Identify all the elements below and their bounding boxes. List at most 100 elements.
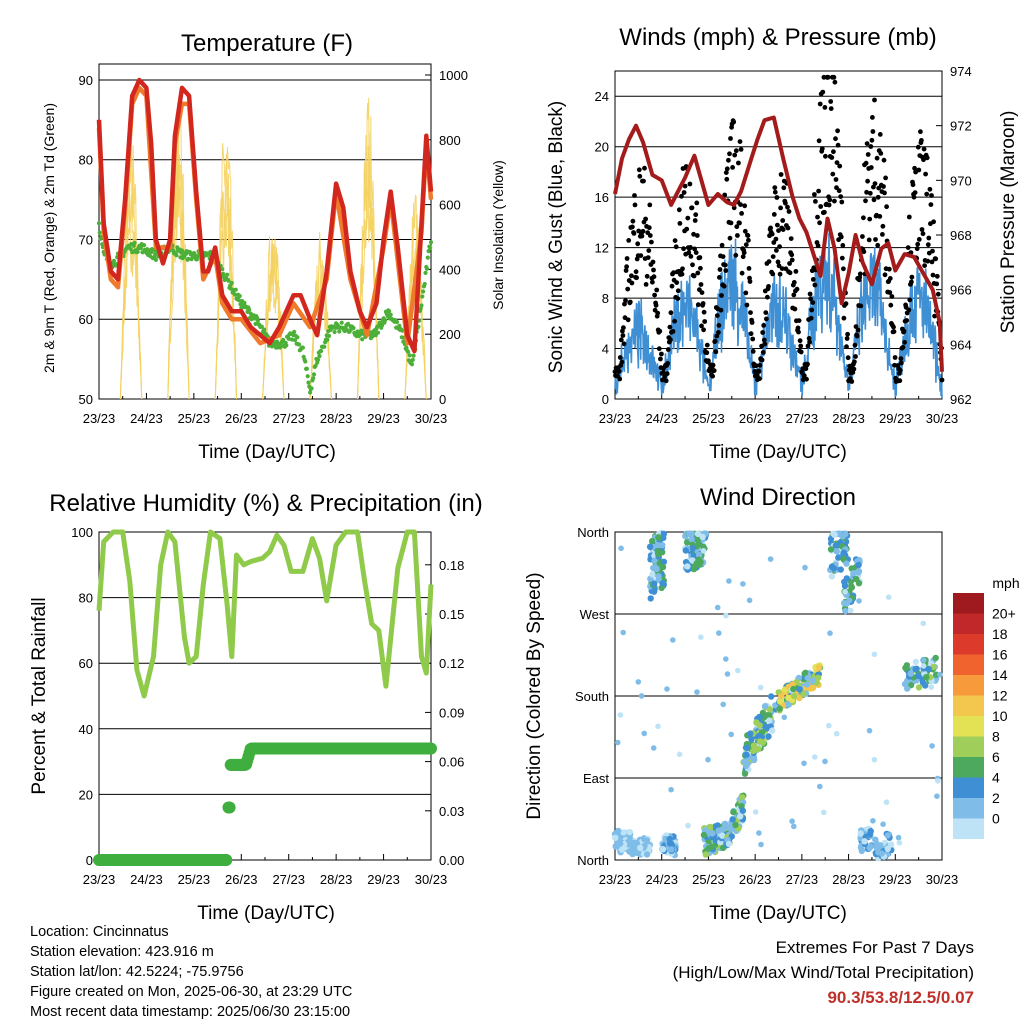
- gust-point: [667, 324, 673, 330]
- gust-point: [924, 155, 930, 161]
- x-tick-label: 25/23: [178, 872, 211, 887]
- gust-point: [746, 266, 752, 271]
- wind-direction-point: [629, 850, 636, 858]
- x-tick-label: 30/23: [926, 411, 959, 426]
- gust-point: [787, 261, 792, 266]
- solar-ylabel: Solar Insolation (Yellow): [490, 160, 506, 310]
- wind-direction-point: [855, 568, 863, 575]
- gust-point: [864, 189, 869, 195]
- wind-direction-point: [817, 783, 823, 790]
- wind-direction-point: [666, 835, 673, 843]
- x-tick-label: 24/23: [645, 872, 678, 887]
- wind-direction-point: [853, 575, 860, 583]
- wind-direction-point: [695, 541, 702, 548]
- gust-point: [861, 249, 867, 255]
- dewpoint-point: [97, 230, 102, 235]
- gust-point: [817, 220, 822, 226]
- gust-point: [907, 297, 913, 303]
- wind-direction-point: [617, 712, 624, 718]
- gust-point: [716, 323, 722, 328]
- gust-point: [801, 373, 807, 379]
- dewpoint-point: [426, 249, 431, 254]
- gust-point: [640, 228, 646, 234]
- x-tick-label: 26/23: [739, 411, 772, 426]
- y-tick-label: 0: [602, 392, 609, 407]
- gust-point: [915, 241, 921, 247]
- gust-point: [662, 374, 667, 380]
- legend-label: 14: [992, 667, 1008, 683]
- humidity-plot: 0 20 40 60 80 100 23/23 24/23 25/23 26/23 27/23 28/…: [71, 525, 464, 887]
- gust-point: [898, 356, 904, 361]
- wind-direction-point: [612, 843, 619, 850]
- wind-direction-point: [781, 714, 788, 721]
- gust-point: [866, 237, 872, 243]
- wind-direction-point: [668, 846, 675, 853]
- dewpoint-point: [225, 272, 230, 277]
- wind-direction-point: [660, 534, 667, 542]
- y2-tick-label: 0.03: [439, 804, 464, 819]
- wind-direction-point: [647, 595, 654, 602]
- wind-direction-point: [920, 657, 927, 663]
- dewpoint-point: [236, 298, 241, 303]
- gust-point: [833, 177, 839, 182]
- gust-point: [617, 355, 623, 360]
- wind-direction-point: [932, 654, 939, 662]
- gust-point: [698, 282, 704, 287]
- gust-point: [865, 152, 871, 157]
- gust-point: [905, 245, 911, 251]
- gust-point: [651, 267, 656, 273]
- gust-point: [775, 222, 780, 228]
- gust-point: [888, 302, 894, 308]
- gust-point: [930, 272, 936, 278]
- wind-direction-point: [822, 758, 828, 765]
- wind-direction-point: [743, 744, 750, 751]
- wind-direction-point: [842, 607, 849, 615]
- x-tick-label: 30/23: [415, 411, 448, 426]
- wind-direction-point: [626, 828, 633, 836]
- gust-point: [852, 342, 858, 348]
- dewpoint-point: [229, 280, 234, 286]
- gust-point: [780, 227, 786, 233]
- dewpoint-point: [96, 221, 102, 226]
- wind-direction-point: [920, 663, 927, 669]
- wind-direction-point: [842, 589, 848, 595]
- gust-point: [760, 330, 766, 335]
- gust-point: [650, 279, 655, 285]
- gust-point: [839, 199, 845, 205]
- wind-direction-point: [689, 544, 697, 552]
- x-tick-label: 24/23: [130, 872, 163, 887]
- wind-direction-point: [937, 671, 943, 678]
- wind-direction-point: [833, 548, 840, 555]
- wind-direction-point: [840, 555, 847, 563]
- gust-point: [732, 152, 738, 158]
- wind-direction-point: [748, 736, 755, 743]
- gust-point: [742, 228, 748, 234]
- wind-direction-point: [726, 578, 732, 584]
- gust-point: [864, 141, 870, 147]
- dewpoint-point: [278, 344, 283, 349]
- gust-point: [634, 275, 639, 281]
- gust-point: [798, 343, 804, 349]
- y-tick-label: 70: [79, 232, 93, 247]
- wind-direction-point: [694, 689, 700, 695]
- gust-point: [668, 310, 674, 316]
- y2-tick-label: 0.12: [439, 656, 464, 671]
- wind-direction-ylabel: Direction (Colored By Speed): [524, 572, 545, 819]
- legend-label: 16: [992, 647, 1008, 663]
- y-tick-label: South: [575, 689, 609, 704]
- x-tick-label: 28/23: [320, 872, 353, 887]
- y-tick-label: 100: [71, 525, 93, 540]
- dewpoint-point: [284, 343, 289, 348]
- x-tick-label: 29/23: [879, 872, 912, 887]
- wind-direction-point: [923, 674, 930, 681]
- gust-point: [900, 344, 906, 350]
- y-tick-label: 8: [602, 291, 609, 306]
- wind-direction-point: [895, 834, 902, 841]
- x-tick-label: 23/23: [599, 411, 632, 426]
- gust-point: [671, 270, 676, 276]
- dewpoint-point: [305, 374, 310, 379]
- wind-direction-point: [768, 693, 775, 700]
- gust-point: [719, 293, 724, 298]
- gust-point: [669, 283, 675, 289]
- gust-point: [717, 275, 722, 280]
